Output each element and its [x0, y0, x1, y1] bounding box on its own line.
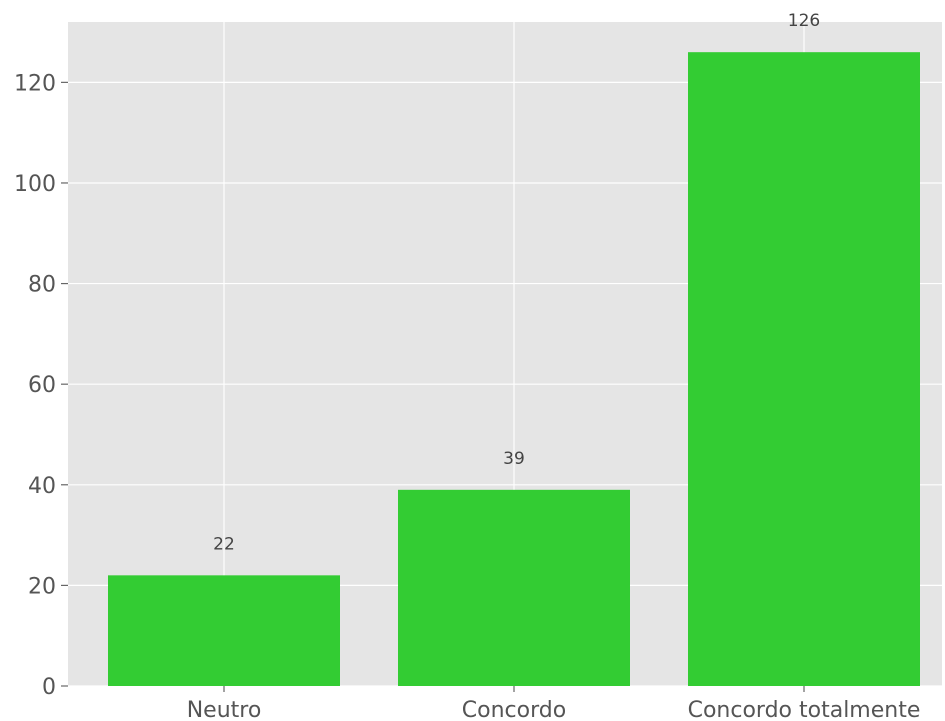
- data-labels: 22 39 126: [213, 11, 820, 554]
- bar: [688, 52, 920, 686]
- x-axis: Neutro Concordo Concordo totalmente: [187, 686, 921, 721]
- bar: [108, 575, 340, 686]
- y-tick-label: 60: [28, 373, 56, 398]
- y-tick-label: 20: [28, 574, 56, 599]
- y-tick-label: 0: [42, 675, 56, 700]
- x-tick-label: Concordo: [462, 698, 566, 721]
- y-tick-label: 100: [14, 172, 56, 197]
- y-tick-label: 80: [28, 273, 56, 298]
- y-tick-label: 120: [14, 71, 56, 96]
- data-label: 126: [788, 11, 820, 31]
- x-tick-label: Concordo totalmente: [688, 698, 921, 721]
- data-label: 39: [503, 449, 525, 469]
- y-tick-label: 40: [28, 474, 56, 499]
- y-axis: 0 20 40 60 80 100 120: [14, 71, 68, 700]
- bars: [108, 52, 920, 686]
- x-tick-label: Neutro: [187, 698, 262, 721]
- bar: [398, 489, 630, 686]
- data-label: 22: [213, 534, 235, 554]
